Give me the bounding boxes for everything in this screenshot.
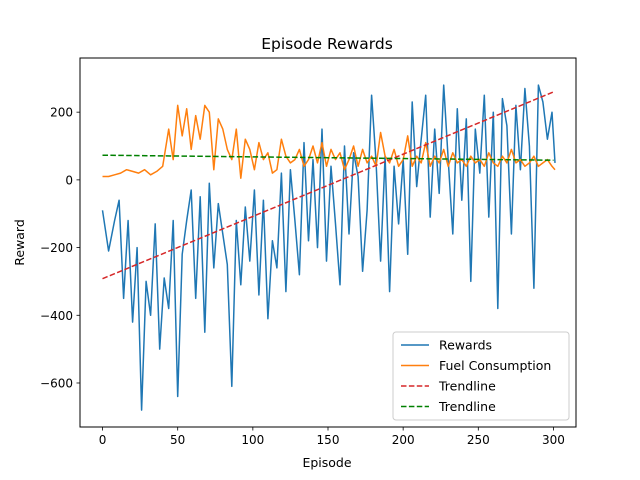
legend-label: Fuel Consumption (439, 358, 551, 373)
series-line-2 (102, 91, 554, 280)
y-tick-label: −600 (40, 376, 73, 390)
series-line-0 (101, 84, 556, 411)
x-tick-label: 50 (170, 433, 185, 447)
x-axis-label: Episode (302, 455, 351, 470)
series-line-1 (102, 104, 556, 179)
y-tick-label: −400 (40, 309, 73, 323)
x-tick-label: 300 (542, 433, 565, 447)
y-axis-label: Reward (12, 219, 27, 266)
y-tick-label: 0 (65, 173, 73, 187)
x-tick-label: 150 (317, 433, 340, 447)
legend-label: Trendline (438, 379, 496, 394)
x-axis-ticks: 0 50 100 150 200 250 300 (99, 427, 565, 447)
legend-label: Trendline (438, 399, 496, 414)
y-axis-ticks: −600 −400 −200 0 200 (40, 106, 80, 390)
x-tick-label: 200 (392, 433, 415, 447)
series-line-3 (102, 154, 554, 161)
legend-label: Rewards (439, 338, 492, 353)
legend-box (392, 331, 570, 421)
x-tick-label: 0 (99, 433, 107, 447)
x-tick-label: 100 (241, 433, 264, 447)
y-tick-label: 200 (50, 106, 73, 120)
x-tick-label: 250 (467, 433, 490, 447)
legend: Rewards Fuel Consumption Trendline Trendlin… (392, 331, 570, 421)
series-layer (101, 84, 556, 411)
chart-title: Episode Rewards (261, 35, 393, 53)
y-tick-label: −200 (40, 241, 73, 255)
